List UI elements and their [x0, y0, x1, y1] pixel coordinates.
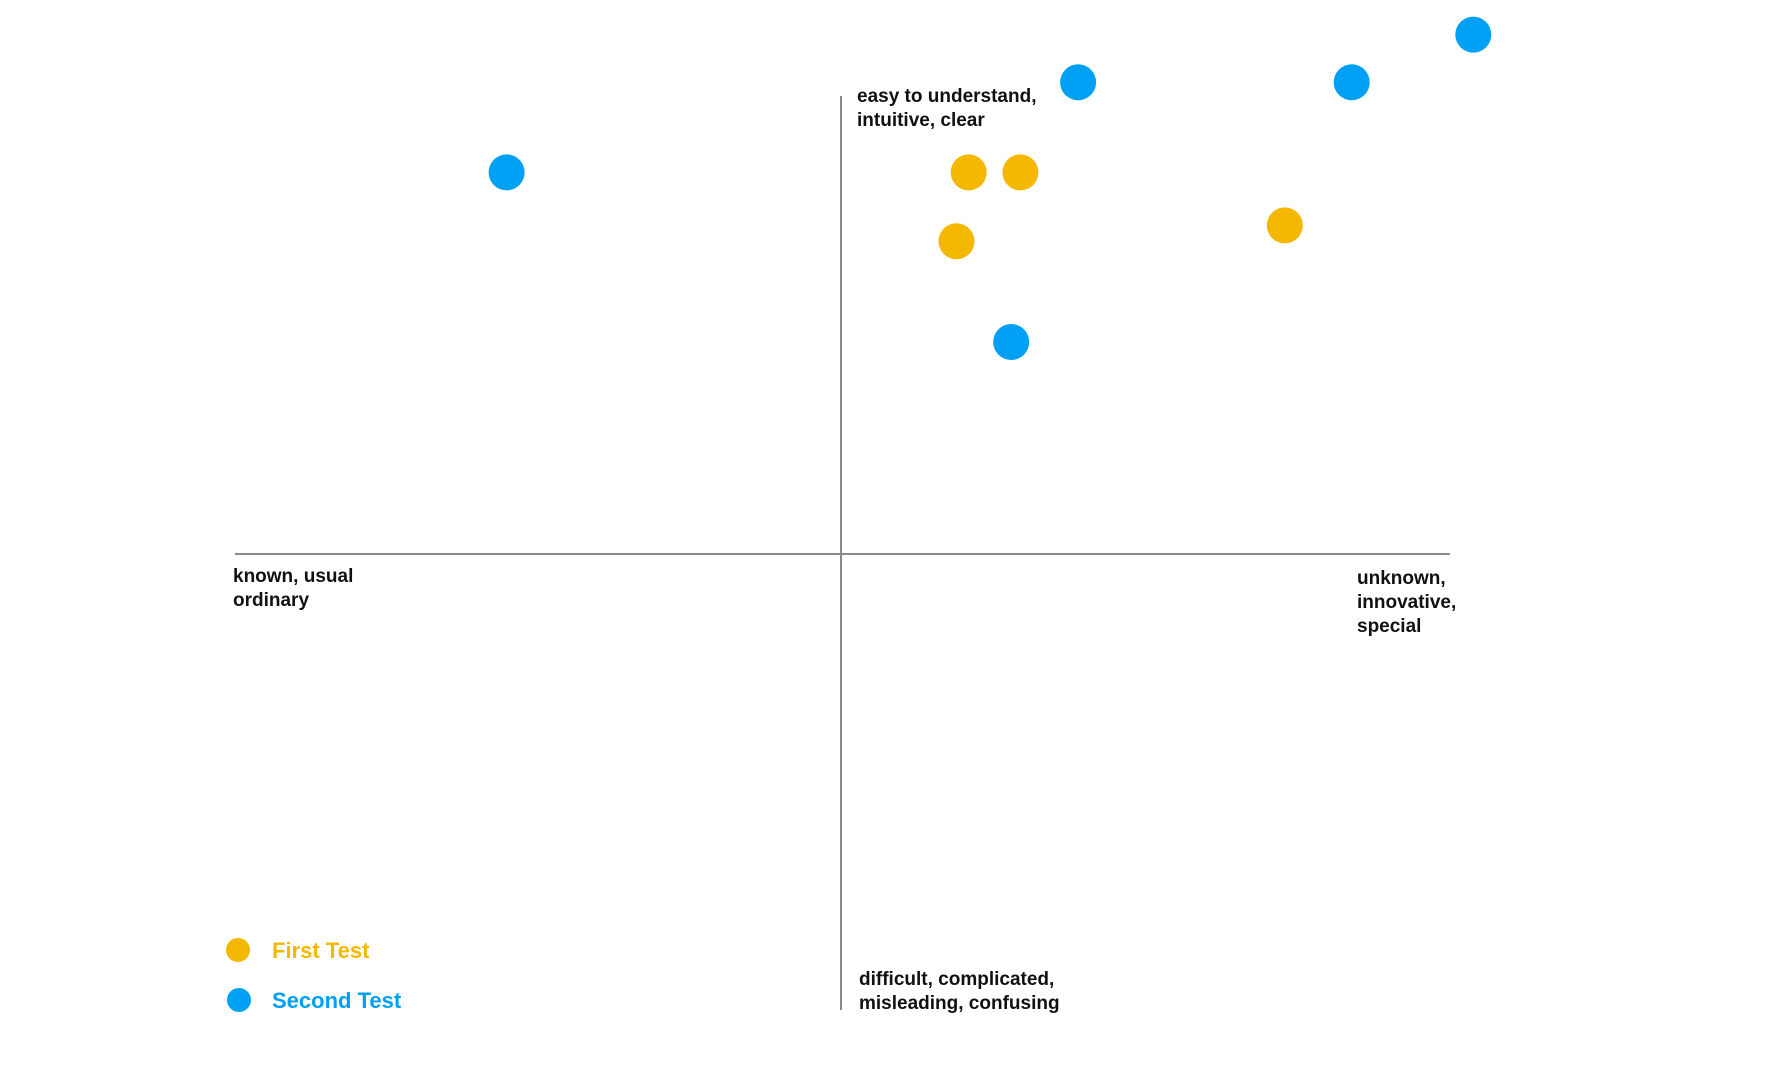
data-point-second-test-5 — [993, 324, 1030, 360]
axis-label-right-line-1: unknown, — [1357, 568, 1446, 589]
legend-label-second-test: Second Test — [272, 988, 402, 1013]
data-point-second-test-3 — [1333, 64, 1370, 101]
axis-label-right-line-3: special — [1357, 616, 1421, 637]
legend-item-second-test: Second Test — [227, 988, 402, 1013]
axis-label-left-line-2: ordinary — [233, 590, 309, 611]
axis-label-top-line-1: easy to understand, — [857, 86, 1037, 107]
axis-label-top: easy to understand, intuitive, clear — [857, 86, 1037, 131]
legend-swatch-second-test — [227, 988, 251, 1012]
axis-label-left: known, usual ordinary — [233, 566, 353, 611]
axis-label-top-line-2: intuitive, clear — [857, 110, 985, 131]
axis-label-right-line-2: innovative, — [1357, 592, 1456, 613]
legend: First Test Second Test — [226, 938, 402, 1013]
data-point-first-test-4 — [1266, 207, 1303, 244]
axis-label-bottom: difficult, complicated, misleading, conf… — [859, 969, 1060, 1014]
axis-label-right: unknown, innovative, special — [1357, 568, 1456, 637]
data-point-first-test-2 — [1002, 154, 1039, 191]
legend-item-first-test: First Test — [226, 938, 370, 963]
axis-label-left-line-1: known, usual — [233, 566, 353, 587]
data-point-second-test-2 — [1060, 64, 1097, 101]
legend-label-first-test: First Test — [272, 938, 370, 963]
data-point-first-test-1 — [950, 154, 987, 191]
data-points — [488, 16, 1492, 360]
data-point-first-test-3 — [938, 223, 975, 260]
legend-swatch-first-test — [226, 938, 250, 962]
data-point-second-test-4 — [1455, 16, 1492, 53]
data-point-second-test-1 — [488, 154, 525, 191]
axis-label-bottom-line-1: difficult, complicated, — [859, 969, 1054, 990]
axis-label-bottom-line-2: misleading, confusing — [859, 993, 1060, 1014]
